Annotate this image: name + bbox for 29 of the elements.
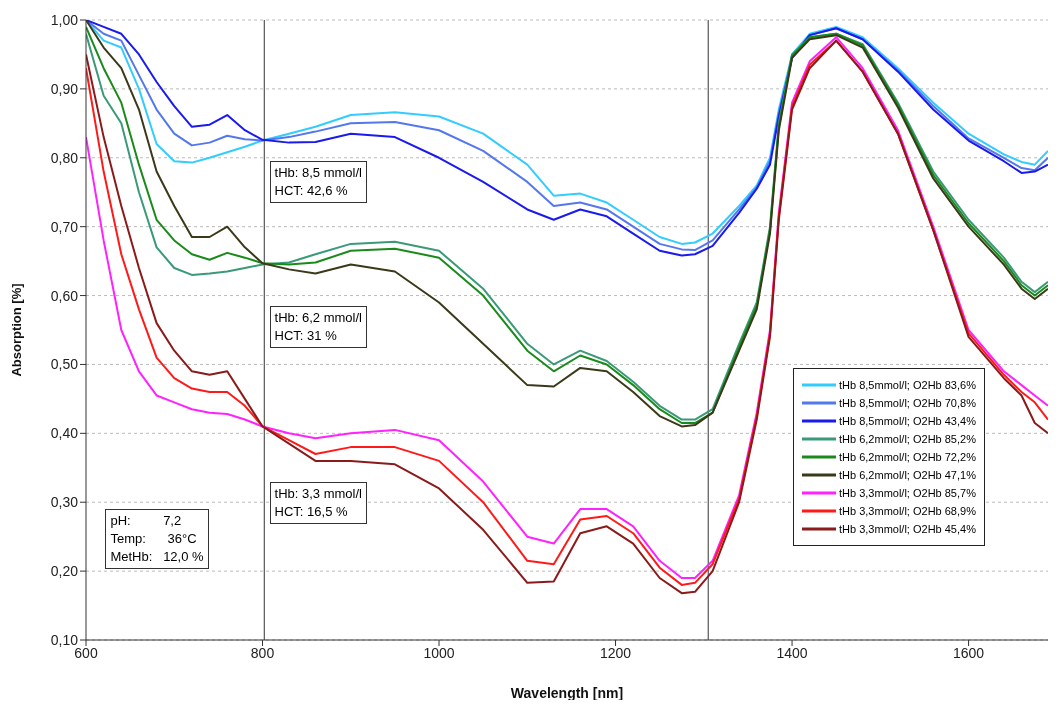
- legend-label: tHb 8,5mmol/l; O2Hb 70,8%: [839, 397, 976, 409]
- y-tick-label: 0,80: [50, 149, 79, 166]
- x-axis-title: Wavelength [nm]: [510, 685, 624, 701]
- y-tick-label: 0,60: [50, 287, 79, 304]
- y-axis-title: Absorption [%]: [8, 283, 24, 377]
- x-tick-label: 800: [250, 644, 275, 661]
- legend-label: tHb 6,2mmol/l; O2Hb 85,2%: [839, 433, 976, 445]
- annotation: tHb: 3,3 mmol/l HCT: 16,5 %: [269, 481, 367, 524]
- x-tick-label: 1400: [776, 644, 808, 661]
- y-tick-label: 0,20: [50, 563, 79, 580]
- legend-label: tHb 8,5mmol/l; O2Hb 83,6%: [839, 379, 976, 391]
- y-tick-label: 1,00: [50, 11, 79, 28]
- legend-label: tHb 3,3mmol/l; O2Hb 45,4%: [839, 523, 976, 535]
- legend-label: tHb 6,2mmol/l; O2Hb 72,2%: [839, 451, 976, 463]
- y-tick-label: 0,30: [50, 494, 79, 511]
- x-tick-label: 1000: [423, 644, 455, 661]
- x-tick-label: 1200: [599, 644, 632, 661]
- legend-label: tHb 6,2mmol/l; O2Hb 47,1%: [839, 469, 976, 481]
- legend-label: tHb 8,5mmol/l; O2Hb 43,4%: [839, 415, 976, 427]
- legend-label: tHb 3,3mmol/l; O2Hb 68,9%: [839, 505, 976, 517]
- x-tick-label: 1600: [952, 644, 985, 661]
- annotation: tHb: 6,2 mmol/l HCT: 31 %: [269, 305, 367, 348]
- legend-label: tHb 3,3mmol/l; O2Hb 85,7%: [839, 487, 976, 499]
- y-tick-label: 0,90: [50, 80, 79, 97]
- y-tick-label: 0,70: [50, 218, 79, 235]
- y-tick-label: 0,40: [50, 425, 79, 442]
- y-tick-label: 0,50: [50, 356, 79, 373]
- annotation: pH: 7,2 Temp: 36°C MetHb: 12,0 %: [105, 509, 209, 570]
- annotation: tHb: 8,5 mmol/l HCT: 42,6 %: [269, 161, 367, 204]
